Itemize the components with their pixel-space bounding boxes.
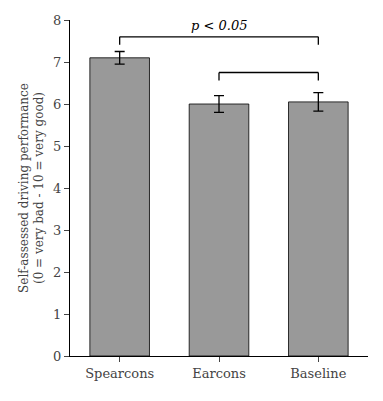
svg-text:0: 0	[53, 349, 61, 364]
svg-text:4: 4	[53, 181, 61, 196]
svg-text:Spearcons: Spearcons	[85, 366, 154, 381]
svg-text:1: 1	[53, 307, 61, 322]
svg-text:Baseline: Baseline	[290, 366, 346, 381]
svg-text:Earcons: Earcons	[192, 366, 246, 381]
svg-text:7: 7	[53, 55, 61, 70]
svg-text:5: 5	[53, 139, 61, 154]
svg-text:6: 6	[53, 97, 61, 112]
svg-text:Self-assessed driving performa: Self-assessed driving performance(0 = ve…	[17, 83, 47, 293]
svg-text:2: 2	[53, 265, 61, 280]
svg-text:8: 8	[53, 13, 61, 28]
svg-text:p < 0.05: p < 0.05	[191, 18, 247, 33]
svg-text:3: 3	[53, 223, 61, 238]
